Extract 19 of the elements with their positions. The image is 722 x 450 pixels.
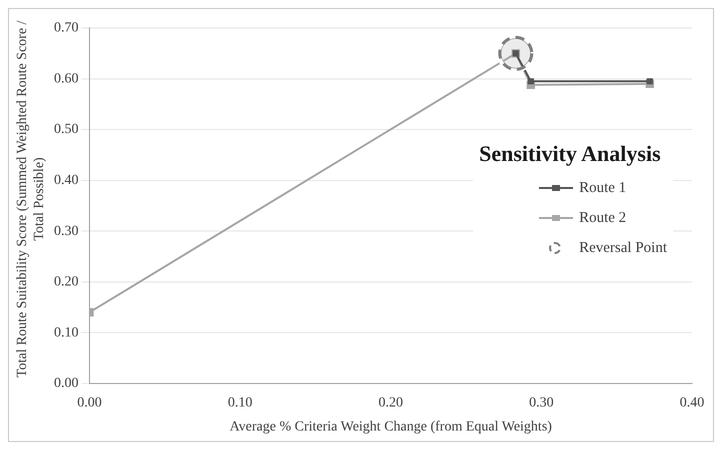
x-tick-label: 0.20 — [378, 395, 403, 410]
y-tick-label: 0.40 — [54, 172, 78, 188]
x-axis-title: Average % Criteria Weight Change (from Equal Weights) — [230, 419, 552, 434]
y-tick-label: 0.70 — [54, 20, 78, 36]
x-tick-label: 0.30 — [529, 395, 554, 410]
legend-label: Route 2 — [578, 208, 628, 228]
y-tick-label: 0.20 — [54, 274, 78, 290]
x-tick-label: 0.10 — [228, 395, 252, 410]
x-tick-label: 0.40 — [680, 395, 704, 410]
y-tick-label: 0.30 — [54, 224, 78, 239]
x-tick-label: 0.00 — [77, 395, 102, 410]
y-axis-title: Total Route Suitability Score (Summed Weighted Route Score / Total Possible) — [14, 20, 48, 379]
y-tick-label: 0.10 — [54, 325, 78, 340]
legend-label: Reversal Point — [578, 238, 667, 258]
y-tick-label: 0.50 — [54, 122, 78, 138]
text: Sensitivity Analysis — [479, 141, 662, 167]
y-tick-label: 0.60 — [54, 71, 78, 86]
legend-label: Route 1 — [578, 178, 628, 198]
y-tick-label: 0.00 — [54, 376, 78, 392]
